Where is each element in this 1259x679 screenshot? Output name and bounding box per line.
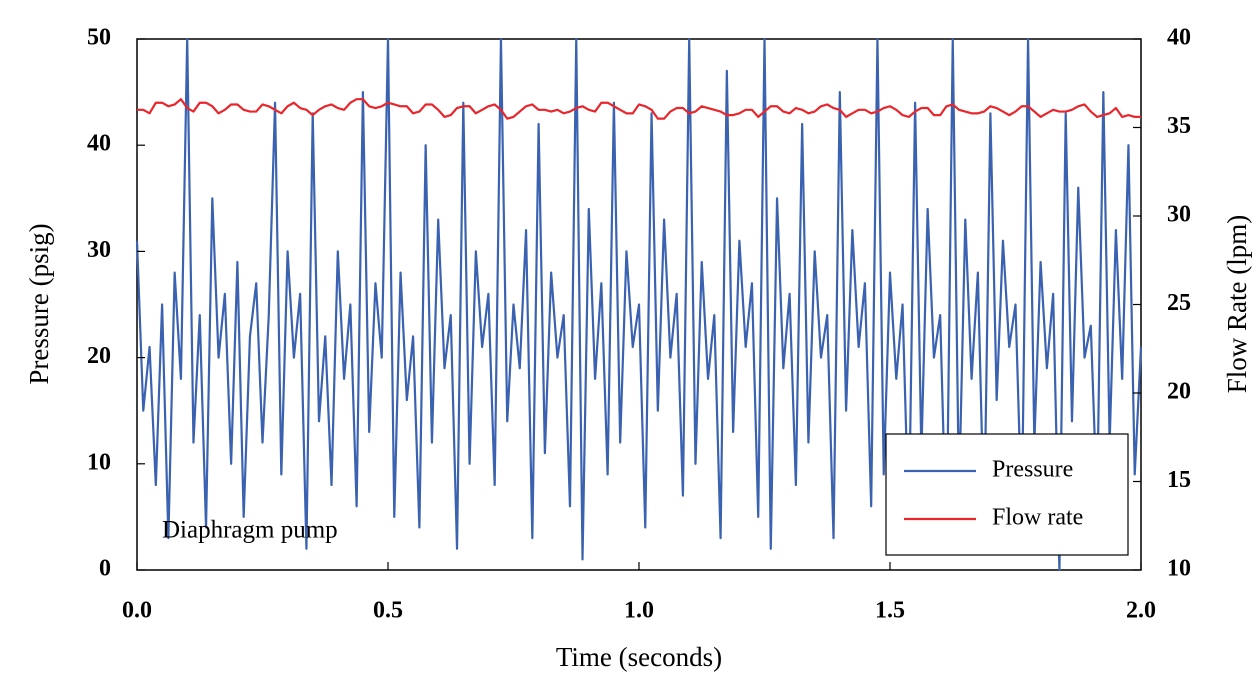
y2-axis-label: Flow Rate (lpm): [1222, 215, 1252, 393]
y-tick-label: 20: [87, 343, 111, 369]
y2-tick-label: 20: [1167, 379, 1191, 405]
y2-tick-label: 35: [1167, 113, 1191, 139]
y-tick-label: 30: [87, 237, 111, 263]
y-axis-label: Pressure (psig): [24, 223, 54, 384]
y-tick-label: 40: [87, 131, 111, 157]
x-tick-label: 0.5: [373, 598, 403, 624]
plot-area: [135, 37, 1143, 572]
annotation: Diaphragm pump: [162, 517, 338, 544]
y2-tick-label: 10: [1167, 556, 1191, 582]
y2-tick-label: 40: [1167, 25, 1191, 51]
y2-tick-label: 30: [1167, 202, 1191, 228]
x-axis-label: Time (seconds): [556, 642, 722, 672]
y-tick-label: 10: [87, 449, 111, 475]
y-tick-label: 0: [99, 556, 111, 582]
series-line: [137, 98, 1141, 120]
legend: Pressure Flow rate: [885, 433, 1129, 556]
series-line: [135, 37, 1143, 572]
x-tick-label: 1.0: [624, 598, 654, 624]
legend-label: Flow rate: [992, 505, 1083, 531]
y2-tick-label: 15: [1167, 467, 1191, 493]
y-tick-label: 50: [87, 25, 111, 51]
x-tick-label: 0.0: [122, 598, 152, 624]
y2-tick-label: 25: [1167, 290, 1191, 316]
legend-label: Pressure: [992, 457, 1073, 483]
legend-box: [885, 433, 1129, 556]
x-tick-label: 2.0: [1126, 598, 1156, 624]
x-tick-label: 1.5: [875, 598, 905, 624]
